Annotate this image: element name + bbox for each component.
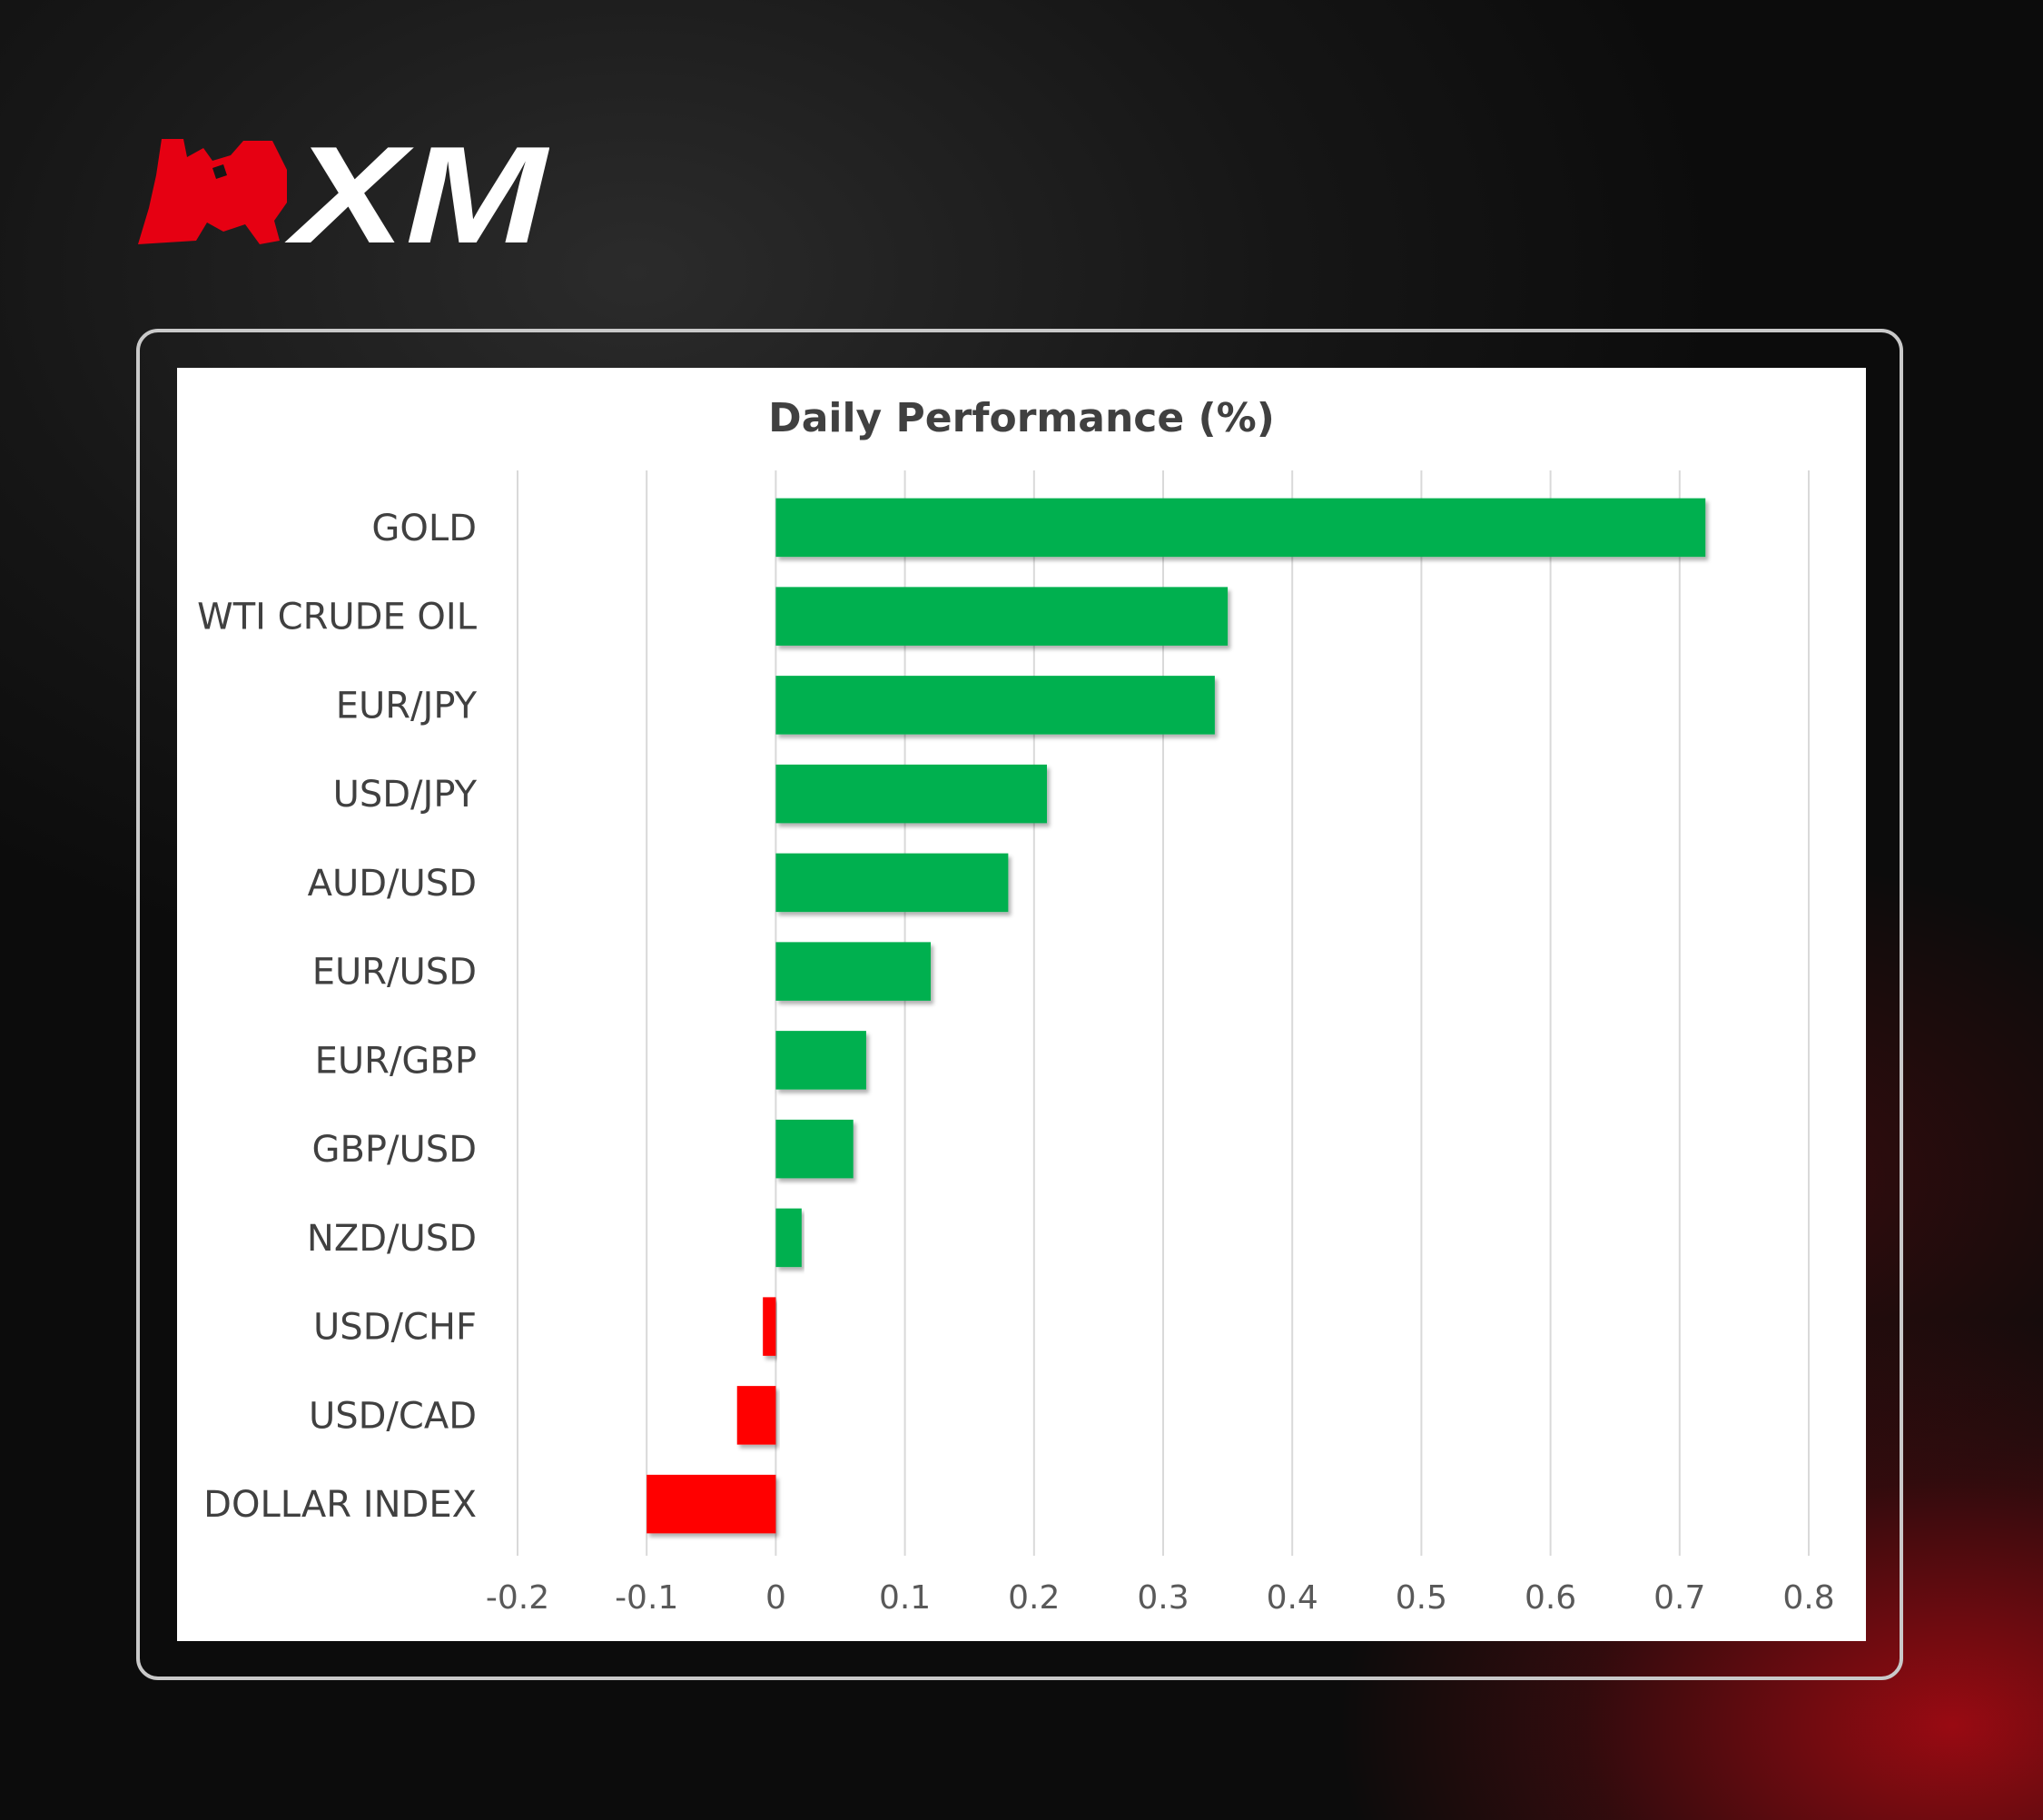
category-labels: GOLD WTI CRUDE OIL EUR/JPY USD/JPY AUD/USD EU… xyxy=(197,508,478,1526)
bull-head-icon xyxy=(138,139,287,244)
bar-chart: GOLD WTI CRUDE OIL EUR/JPY USD/JPY AUD/USD EU… xyxy=(197,470,1835,1617)
x-tick-label: 0.3 xyxy=(1137,1579,1189,1617)
category-label: NZD/USD xyxy=(307,1218,477,1260)
x-tick-label: 0.2 xyxy=(1008,1579,1060,1617)
chart-frame xyxy=(136,329,1903,1680)
bar-wti-crude-oil xyxy=(775,587,1229,646)
bar-usd-cad xyxy=(736,1386,776,1445)
chart-panel: Daily Performance (%) GOLD WTI CRUDE OIL E… xyxy=(177,368,1866,1641)
category-label: USD/CHF xyxy=(313,1307,477,1349)
x-tick-label: -0.1 xyxy=(615,1579,678,1617)
bar-usd-jpy xyxy=(775,764,1048,824)
xm-logo: XM xyxy=(138,132,549,250)
bar-gbp-usd xyxy=(775,1119,854,1179)
category-label: AUD/USD xyxy=(308,863,477,905)
bar-aud-usd xyxy=(775,853,1009,913)
bar-eur-usd xyxy=(775,942,932,1001)
category-label: USD/CAD xyxy=(309,1395,477,1437)
bar-nzd-usd xyxy=(775,1208,802,1268)
category-label: EUR/JPY xyxy=(336,685,478,727)
x-tick-label: 0.1 xyxy=(879,1579,931,1617)
bars xyxy=(646,498,1706,1534)
category-label: WTI CRUDE OIL xyxy=(197,597,478,638)
category-label: DOLLAR INDEX xyxy=(203,1484,477,1526)
bar-usd-chf xyxy=(763,1297,776,1356)
logo-text: XM xyxy=(284,132,549,250)
category-label: GOLD xyxy=(371,508,477,549)
category-label: EUR/GBP xyxy=(315,1040,477,1082)
category-label: EUR/USD xyxy=(312,952,477,994)
x-tick-label: 0 xyxy=(765,1579,786,1617)
x-tick-label: 0.4 xyxy=(1267,1579,1318,1617)
x-tick-label: 0.8 xyxy=(1782,1579,1834,1617)
bar-dollar-index xyxy=(646,1474,776,1534)
bar-gold xyxy=(775,498,1706,558)
bar-eur-gbp xyxy=(775,1031,866,1090)
bar-eur-jpy xyxy=(775,676,1215,735)
gridlines xyxy=(517,470,1810,1556)
category-label: USD/JPY xyxy=(333,774,478,816)
chart-title: Daily Performance (%) xyxy=(768,395,1275,441)
category-label: GBP/USD xyxy=(311,1129,477,1171)
x-tick-label: 0.5 xyxy=(1396,1579,1447,1617)
x-tick-label: 0.7 xyxy=(1653,1579,1705,1617)
x-tick-label: -0.2 xyxy=(486,1579,549,1617)
x-tick-label: 0.6 xyxy=(1525,1579,1576,1617)
x-tick-labels: -0.2 -0.1 0 0.1 0.2 0.3 0.4 0.5 0.6 0.7 0.8 xyxy=(486,1579,1835,1617)
